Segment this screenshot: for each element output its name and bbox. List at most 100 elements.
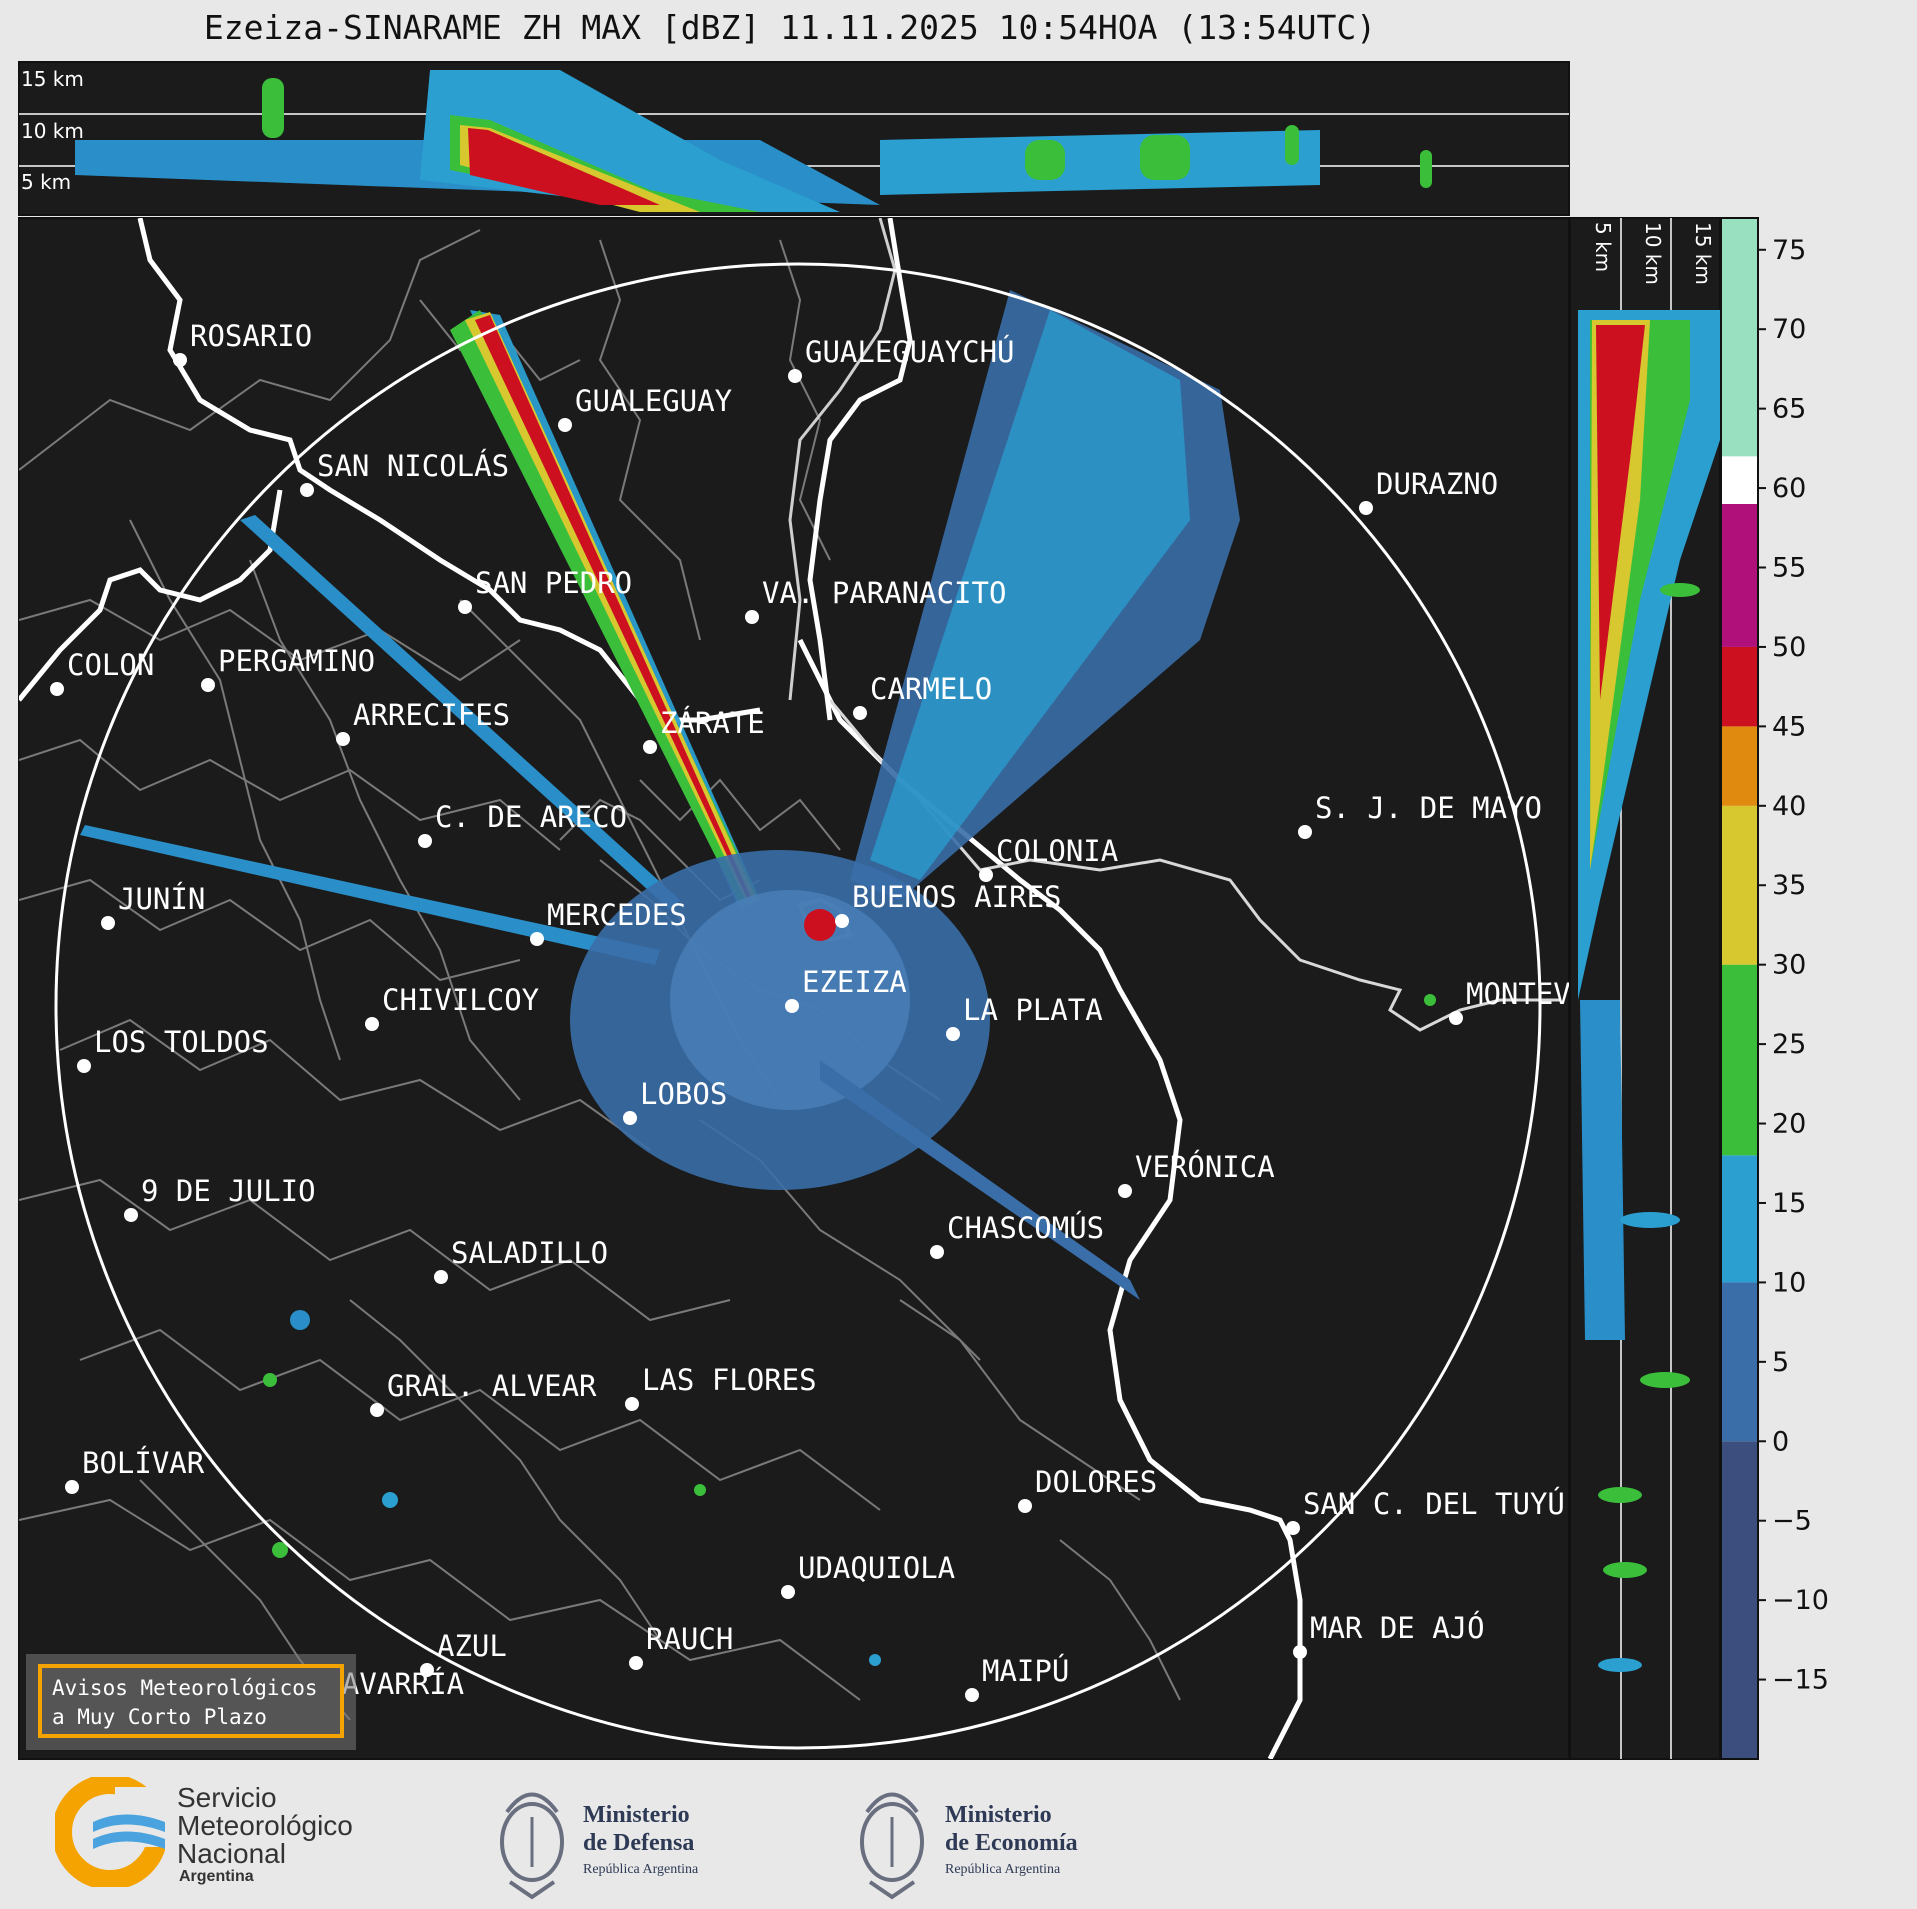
colorbar-tick-label: −5 xyxy=(1772,1506,1812,1537)
city-marker: C. DE ARECO xyxy=(418,800,627,848)
colorbar-tick-label: 15 xyxy=(1772,1188,1806,1219)
city-dot xyxy=(1359,501,1373,515)
city-marker: LOS TOLDOS xyxy=(77,1025,269,1073)
city-label: JUNÍN xyxy=(118,882,205,916)
city-dot xyxy=(930,1245,944,1259)
colorbar-tick-label: 35 xyxy=(1772,870,1806,901)
city-marker: ARRECIFES xyxy=(336,698,510,746)
city-marker: GUALEGUAY xyxy=(558,384,732,432)
colorbar-tick-label: 70 xyxy=(1772,314,1806,345)
city-label: MONTEVIDEO xyxy=(1466,977,1641,1011)
city-dot xyxy=(300,483,314,497)
city-dot xyxy=(50,682,64,696)
city-marker: PERGAMINO xyxy=(201,644,375,692)
city-dot xyxy=(788,369,802,383)
city-dot xyxy=(124,1208,138,1222)
colorbar-segment xyxy=(1721,1282,1758,1442)
city-marker: VERÓNICA xyxy=(1118,1150,1275,1198)
city-marker: S. J. DE MAYO xyxy=(1298,791,1542,839)
economia-line3: República Argentina xyxy=(945,1862,1061,1877)
city-dot xyxy=(365,1017,379,1031)
city-dot xyxy=(101,916,115,930)
city-dot xyxy=(979,868,993,882)
city-marker: UDAQUIOLA xyxy=(781,1551,955,1599)
city-label: 9 DE JULIO xyxy=(141,1174,316,1208)
colorbar-tick-label: 40 xyxy=(1772,791,1806,822)
colorbar-tick-label: 20 xyxy=(1772,1109,1806,1140)
city-label: VA. PARANACITO xyxy=(762,576,1006,610)
colorbar-tick-label: 25 xyxy=(1772,1029,1806,1060)
city-dot xyxy=(643,740,657,754)
city-dot xyxy=(629,1656,643,1670)
avisos-badge[interactable]: Avisos Meteorológicos a Muy Corto Plazo xyxy=(38,1664,344,1738)
city-dot xyxy=(1018,1499,1032,1513)
smn-line4: Argentina xyxy=(179,1868,254,1885)
defensa-logo: Ministerio de Defensa República Argentin… xyxy=(495,1762,755,1909)
city-dot xyxy=(201,678,215,692)
city-marker: JUNÍN xyxy=(101,882,205,930)
colorbar-tick-label: 30 xyxy=(1772,950,1806,981)
city-marker: COLON xyxy=(50,648,154,696)
colorbar-tick-label: 50 xyxy=(1772,632,1806,663)
city-dot xyxy=(558,418,572,432)
city-marker: MONTEVIDEO xyxy=(1449,977,1641,1025)
city-dot xyxy=(835,914,849,928)
city-label: SALADILLO xyxy=(451,1236,608,1270)
city-dot xyxy=(1449,1011,1463,1025)
city-marker: MAR DE AJÓ xyxy=(1293,1611,1485,1659)
map-title: Ezeiza-SINARAME ZH MAX [dBZ] 11.11.2025 … xyxy=(203,8,1377,47)
city-marker: VA. PARANACITO xyxy=(745,576,1006,624)
city-marker: RAUCH xyxy=(629,1622,733,1670)
city-marker: GUALEGUAYCHÚ xyxy=(788,335,1015,383)
side-altitude-panel: 5 km 10 km 15 km xyxy=(1569,217,1721,1760)
side-alt-label: 10 km xyxy=(1641,222,1665,285)
radar-range-ring xyxy=(54,262,1542,1750)
city-label: ARRECIFES xyxy=(353,698,510,732)
colorbar-segment xyxy=(1721,646,1758,727)
city-dot xyxy=(965,1688,979,1702)
colorbar-segment xyxy=(1721,456,1758,504)
colorbar-tick-label: 75 xyxy=(1772,235,1806,266)
colorbar-tick-label: 60 xyxy=(1772,473,1806,504)
city-label: BUENOS AIRES xyxy=(852,880,1062,914)
smn-logo: Servicio Meteorológico Nacional Argentin… xyxy=(55,1762,395,1909)
city-marker: COLONIA xyxy=(979,834,1118,882)
city-marker: 9 DE JULIO xyxy=(124,1174,316,1222)
city-label: COLONIA xyxy=(996,834,1118,868)
city-marker: BOLÍVAR xyxy=(65,1446,205,1494)
colorbar-segment xyxy=(1721,503,1758,647)
colorbar-tick-label: 45 xyxy=(1772,711,1806,742)
colorbar-tick-label: 5 xyxy=(1772,1347,1789,1378)
city-label: SAN C. DEL TUYÚ xyxy=(1303,1487,1565,1521)
city-marker: LA PLATA xyxy=(946,993,1103,1041)
city-label: BOLÍVAR xyxy=(82,1446,205,1480)
top-alt-label: 10 km xyxy=(21,119,84,143)
city-label: MAIPÚ xyxy=(982,1654,1069,1688)
city-dot xyxy=(853,706,867,720)
coat-of-arms-icon xyxy=(860,1792,924,1900)
city-dot xyxy=(530,932,544,946)
city-label: VERÓNICA xyxy=(1135,1150,1275,1184)
city-marker: MAIPÚ xyxy=(965,1654,1069,1702)
top-altitude-panel: 15 km 10 km 5 km xyxy=(18,61,1570,216)
city-marker: AZUL xyxy=(420,1629,507,1677)
city-label: EZEIZA xyxy=(802,965,907,999)
river-branch xyxy=(788,218,897,701)
city-label: C. DE ARECO xyxy=(435,800,627,834)
city-label: S. J. DE MAYO xyxy=(1315,791,1542,825)
badge-line2: a Muy Corto Plazo xyxy=(52,1705,267,1729)
badge-line1: Avisos Meteorológicos xyxy=(52,1676,318,1700)
uruguay-river xyxy=(807,218,913,721)
city-label: SAN NICOLÁS xyxy=(317,449,509,483)
smn-line2: Meteorológico xyxy=(177,1810,353,1841)
smn-line1: Servicio xyxy=(177,1782,277,1813)
city-dot xyxy=(625,1397,639,1411)
colorbar-tick-label: 0 xyxy=(1772,1426,1789,1457)
city-dot xyxy=(745,610,759,624)
radar-figure: 15 km 10 km 5 km xyxy=(18,61,1829,1760)
city-marker: LOBOS xyxy=(623,1077,727,1125)
city-marker: SAN C. DEL TUYÚ xyxy=(1286,1487,1565,1535)
city-label: GUALEGUAY xyxy=(575,384,732,418)
city-label: CHASCOMÚS xyxy=(947,1211,1104,1245)
